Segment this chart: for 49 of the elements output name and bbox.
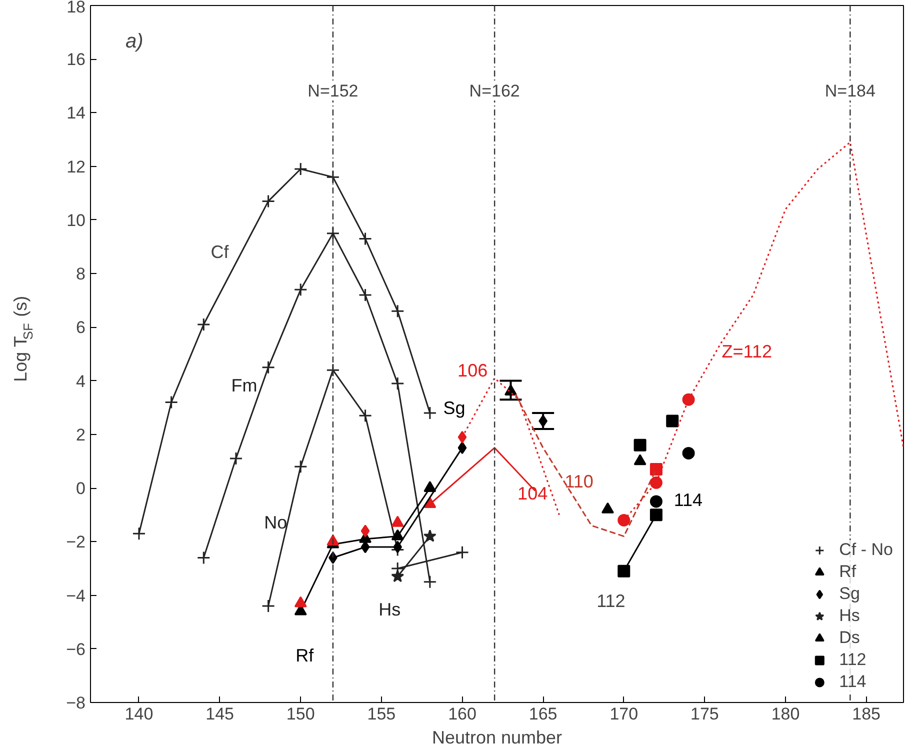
y-tick-label: −6 xyxy=(66,640,86,659)
y-tick-label: −2 xyxy=(66,532,86,552)
annotation: 104 xyxy=(518,483,548,504)
y-tick-label: 10 xyxy=(66,210,86,230)
ref-line-label: N=152 xyxy=(308,82,358,100)
y-tick-label: 18 xyxy=(66,0,86,16)
x-tick-label: 180 xyxy=(771,704,800,724)
x-axis-title: Neutron number xyxy=(432,728,562,748)
y-tick-label: 16 xyxy=(66,50,86,70)
annotation: Hs xyxy=(378,600,401,620)
annotation: Rf xyxy=(296,645,315,666)
annotation: 112 xyxy=(596,591,626,612)
annotation: a) xyxy=(126,30,144,52)
ref-line-label: N=162 xyxy=(469,82,520,100)
legend-label: 114 xyxy=(839,672,866,692)
y-tick-label: −8 xyxy=(66,694,86,712)
x-tick-label: 165 xyxy=(528,704,558,724)
x-tick-label: 175 xyxy=(690,704,719,724)
x-tick-label: 185 xyxy=(852,704,881,724)
ref-line-label: N=184 xyxy=(824,82,876,100)
legend-label: Ds xyxy=(839,628,860,648)
y-tick-label: −4 xyxy=(66,586,86,606)
x-tick-label: 155 xyxy=(367,704,396,724)
annotation: Sg xyxy=(443,398,466,418)
x-tick-label: 150 xyxy=(286,704,315,724)
y-tick-label: 6 xyxy=(76,318,86,338)
x-tick-label: 145 xyxy=(206,704,234,724)
legend-label: Rf xyxy=(839,562,858,582)
y-tick-label: 12 xyxy=(66,157,86,176)
x-tick-label: 160 xyxy=(448,704,476,724)
x-tick-label: 140 xyxy=(124,704,154,724)
y-tick-label: 8 xyxy=(76,264,86,284)
legend-label: Cf - No xyxy=(839,540,893,560)
y-axis-title: Log TSF (s) xyxy=(10,296,36,382)
annotation: 114 xyxy=(674,490,703,510)
y-tick-label: 14 xyxy=(66,104,86,123)
annotation: Cf xyxy=(210,242,230,262)
y-tick-label: 0 xyxy=(76,479,86,498)
annotation: 110 xyxy=(564,471,594,492)
legend-label: Sg xyxy=(839,584,860,604)
legend-label: 112 xyxy=(839,650,866,670)
annotation: Fm xyxy=(231,375,258,396)
x-tick-label: 170 xyxy=(610,704,638,724)
annotation: No xyxy=(264,512,288,533)
legend-label: Hs xyxy=(839,606,860,626)
annotation: 106 xyxy=(458,360,488,381)
y-tick-label: 2 xyxy=(76,425,86,444)
y-tick-label: 4 xyxy=(76,372,86,391)
annotation: Z=112 xyxy=(722,341,772,362)
